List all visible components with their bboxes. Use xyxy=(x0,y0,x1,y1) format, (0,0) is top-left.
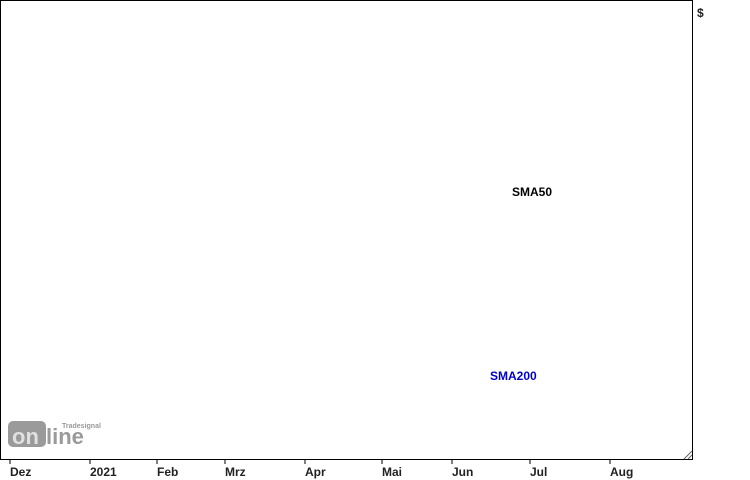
x-tick-label: Aug xyxy=(610,465,633,479)
x-tick-label: Jun xyxy=(452,465,473,479)
sma200-label: SMA200 xyxy=(490,369,537,383)
x-tick-label: Mrz xyxy=(225,465,246,479)
x-tick-label: 2021 xyxy=(90,465,117,479)
sma50-label: SMA50 xyxy=(512,185,552,199)
resize-grip-icon[interactable] xyxy=(683,450,693,460)
x-tick-label: Apr xyxy=(305,465,326,479)
svg-text:Tradesignal: Tradesignal xyxy=(62,423,101,430)
svg-text:line: line xyxy=(46,424,84,449)
plot-frame xyxy=(0,0,693,460)
tradesignal-logo: on line Tradesignal xyxy=(8,421,101,449)
x-tick-label: Jul xyxy=(530,465,547,479)
x-tick-label: Dez xyxy=(10,465,31,479)
x-tick-label: Mai xyxy=(382,465,402,479)
svg-text:on: on xyxy=(12,424,39,449)
currency-label: $ xyxy=(697,6,704,20)
x-tick-label: Feb xyxy=(157,465,178,479)
